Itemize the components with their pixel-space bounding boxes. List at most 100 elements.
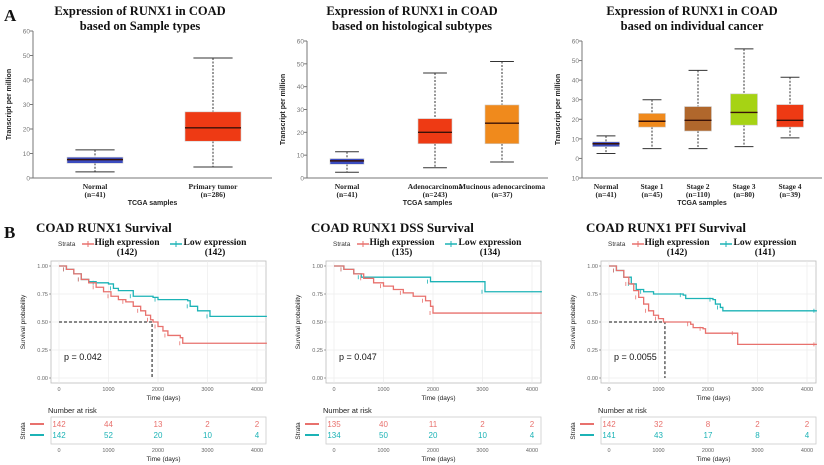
y-tick-label: 0.25	[587, 348, 598, 354]
y-tick-label: 0.00	[587, 376, 598, 382]
km-chart-3: COAD RUNX1 PFI Survival Strata High expres…	[570, 220, 817, 463]
y-tick-label: 0.00	[312, 376, 323, 382]
box-iqr	[730, 93, 758, 126]
legend-label: Low expression	[734, 238, 798, 248]
risk-value: 2	[755, 420, 760, 429]
x-category-n: (n=45)	[642, 190, 663, 199]
risk-x-tick-label: 0	[57, 448, 60, 454]
risk-value: 50	[379, 431, 388, 440]
y-tick-label: 0	[575, 156, 579, 163]
x-tick-label: 4000	[801, 387, 813, 393]
risk-table-area	[50, 416, 267, 445]
y-tick-label: 1.00	[587, 264, 598, 270]
y-tick-label: 0	[300, 176, 304, 183]
risk-x-tick-label: 1000	[652, 448, 664, 454]
risk-x-axis-label: Time (days)	[146, 456, 180, 463]
y-axis-label: Survival probability	[570, 294, 577, 349]
legend-n: (142)	[205, 247, 226, 258]
x-category-n: (n=41)	[337, 190, 358, 199]
risk-x-tick-label: 1000	[377, 448, 389, 454]
y-tick-label: 60	[297, 39, 305, 46]
x-category-label: Stage 2	[686, 182, 709, 191]
km-chart-2: COAD RUNX1 DSS Survival Strata High expres…	[295, 220, 542, 463]
y-axis-label: Transcript per million	[280, 74, 287, 145]
x-category-label: Stage 4	[778, 182, 801, 191]
legend-n: (134)	[480, 247, 501, 258]
y-tick-label: 30	[297, 107, 305, 114]
risk-value: 135	[327, 420, 341, 429]
risk-strata-label: Strata	[20, 422, 27, 440]
risk-x-tick-label: 3000	[751, 448, 763, 454]
risk-x-tick-label: 1000	[102, 448, 114, 454]
x-category-n: (n=41)	[596, 190, 617, 199]
risk-table-area	[600, 416, 817, 445]
x-axis-label: Time (days)	[146, 395, 180, 402]
chart-title-line2: based on individual cancer	[621, 19, 764, 33]
y-tick-label: 40	[297, 84, 305, 91]
x-tick-label: 3000	[751, 387, 763, 393]
risk-value: 8	[755, 431, 760, 440]
x-category-label: Stage 1	[640, 182, 663, 191]
km-curve-high	[609, 265, 817, 346]
x-tick-label: 1000	[652, 387, 664, 393]
risk-table-area	[325, 416, 542, 445]
x-category-n: (n=39)	[780, 190, 801, 199]
chart-title-line1: Expression of RUNX1 in COAD	[54, 4, 225, 18]
risk-value: 134	[327, 431, 341, 440]
risk-value: 11	[429, 420, 438, 429]
risk-value: 141	[602, 431, 616, 440]
box-normal: Normal(n=41)	[329, 151, 365, 199]
risk-x-tick-label: 4000	[526, 448, 538, 454]
x-tick-label: 0	[607, 387, 610, 393]
x-category-label: Normal	[594, 182, 619, 191]
box-primary-tumor: Primary tumor(n=286)	[184, 57, 242, 199]
y-tick-label: 20	[572, 117, 580, 124]
km-title: COAD RUNX1 Survival	[36, 220, 172, 235]
p-value: p = 0.042	[64, 352, 102, 362]
risk-x-tick-label: 0	[607, 448, 610, 454]
risk-strata-label: Strata	[295, 422, 302, 440]
legend-title: Strata	[333, 241, 351, 248]
x-axis-label: TCGA samples	[403, 200, 453, 207]
risk-value: 44	[104, 420, 113, 429]
y-tick-label: 50	[23, 53, 31, 60]
legend-label: High expression	[94, 238, 160, 248]
x-category-label: Normal	[335, 182, 360, 191]
y-tick-label: 0.75	[312, 292, 323, 298]
risk-table-title: Number at risk	[323, 406, 372, 415]
x-axis-label: Time (days)	[421, 395, 455, 402]
risk-value: 52	[104, 431, 113, 440]
x-category-n: (n=80)	[734, 190, 755, 199]
risk-value: 20	[154, 431, 163, 440]
risk-value: 2	[255, 420, 260, 429]
legend-label: High expression	[369, 238, 435, 248]
chart-title-line1: Expression of RUNX1 in COAD	[326, 4, 497, 18]
x-category-n: (n=41)	[85, 190, 106, 199]
risk-value: 10	[203, 431, 212, 440]
y-tick-label: 30	[23, 102, 31, 109]
x-tick-label: 3000	[201, 387, 213, 393]
p-value: p = 0.047	[339, 352, 377, 362]
y-tick-label: 0.75	[587, 292, 598, 298]
x-tick-label: 4000	[526, 387, 538, 393]
x-category-label: Adenocarcinoma	[408, 182, 463, 191]
y-tick-label: 0.50	[37, 320, 48, 326]
risk-x-tick-label: 4000	[251, 448, 263, 454]
km-title: COAD RUNX1 DSS Survival	[311, 220, 474, 235]
panel-label-a: A	[4, 6, 17, 25]
x-tick-label: 4000	[251, 387, 263, 393]
x-category-n: (n=110)	[686, 190, 711, 199]
box-stage-1: Stage 1(n=45)	[638, 99, 666, 199]
y-tick-label: 0.50	[312, 320, 323, 326]
x-tick-label: 0	[332, 387, 335, 393]
legend-label: Low expression	[459, 238, 523, 248]
y-tick-label: 10	[572, 176, 580, 183]
x-tick-label: 2000	[427, 387, 439, 393]
risk-value: 20	[429, 431, 438, 440]
x-category-n: (n=286)	[201, 190, 226, 199]
box-iqr	[684, 106, 712, 132]
y-tick-label: 20	[23, 127, 31, 134]
x-axis-label: TCGA samples	[128, 200, 178, 207]
